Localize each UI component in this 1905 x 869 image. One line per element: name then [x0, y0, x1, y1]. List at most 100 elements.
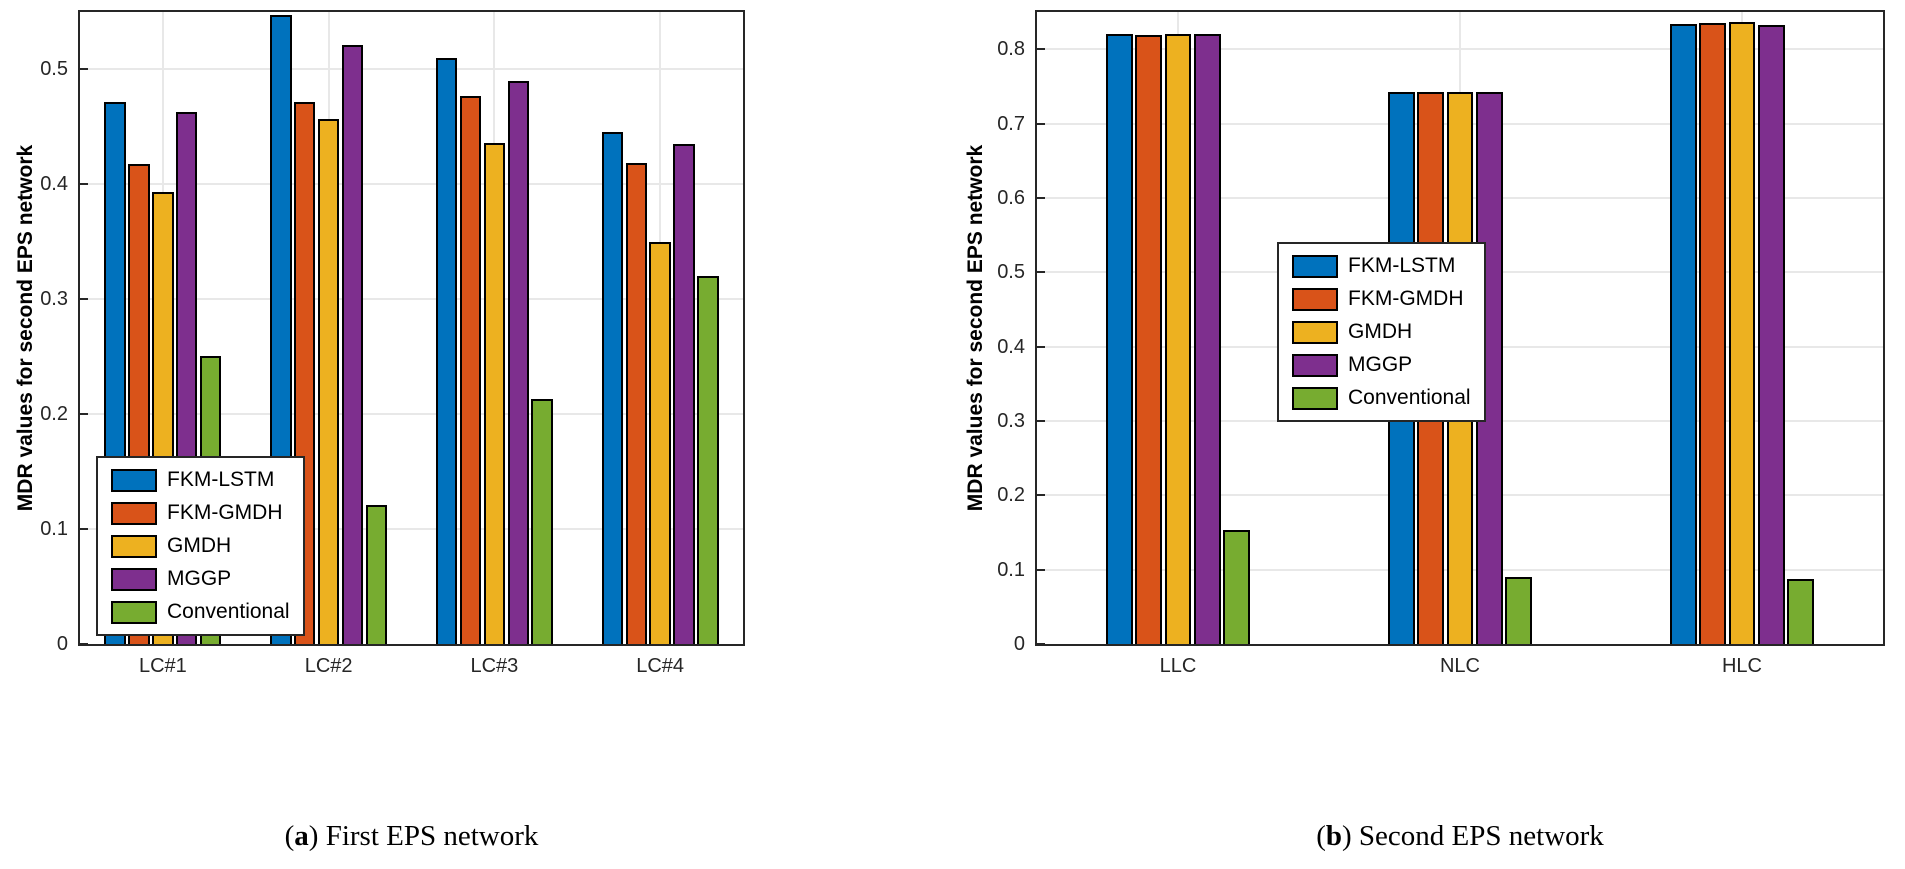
y-tick-label: 0 — [56, 633, 68, 655]
gridline-horizontal — [80, 183, 743, 186]
y-tick-mark — [80, 528, 88, 531]
legend-label: FKM-LSTM — [167, 468, 275, 491]
bar-fkm-lstm — [601, 131, 624, 644]
y-tick-mark — [80, 68, 88, 71]
chart-area-b: MDR values for second EPS network FKM-LS… — [950, 0, 1905, 690]
legend-item: GMDH — [1292, 320, 1471, 344]
y-tick-mark — [80, 183, 88, 186]
chart-area-a: MDR values for second EPS network FKM-LS… — [0, 0, 950, 690]
legend-item: FKM-LSTM — [1292, 254, 1471, 278]
bar-fkm-gmdh — [625, 162, 647, 644]
y-tick-mark — [1037, 271, 1045, 274]
bar-conventional — [531, 399, 553, 644]
y-tick-mark — [1037, 568, 1045, 571]
y-tick-mark — [1037, 643, 1045, 645]
y-tick-label: 0.5 — [997, 261, 1025, 284]
legend-item: MGGP — [111, 567, 290, 591]
y-tick-label: 0.2 — [997, 484, 1025, 507]
bar-conventional — [365, 504, 388, 644]
legend-label: MGGP — [167, 567, 232, 590]
caption-paren-open: ( — [1316, 820, 1326, 852]
plot-area: FKM-LSTM FKM-GMDH GMDH MGGP Conventional — [78, 10, 745, 646]
legend-label: FKM-LSTM — [1348, 254, 1456, 277]
x-tick-label: LC#2 — [304, 655, 353, 677]
bar-fkm-gmdh — [1699, 23, 1726, 644]
bar-mggp — [1758, 25, 1785, 644]
y-tick-mark — [80, 413, 88, 416]
bar-fkm-gmdh — [459, 95, 482, 644]
bar-fkm-lstm — [435, 57, 458, 644]
legend-label: FKM-GMDH — [1348, 287, 1464, 310]
y-tick-mark — [1037, 345, 1045, 348]
y-tick-label: 0.7 — [997, 112, 1025, 135]
chart-b-second-eps-network: MDR values for second EPS network FKM-LS… — [950, 0, 1905, 853]
legend-swatch — [111, 501, 157, 525]
y-tick-label: 0.6 — [997, 186, 1025, 209]
bar-conventional — [1787, 578, 1814, 644]
bar-fkm-lstm — [1670, 23, 1697, 644]
y-tick-mark — [80, 298, 88, 301]
y-tick-mark — [1037, 122, 1045, 125]
legend: FKM-LSTM FKM-GMDH GMDH MGGP Conventional — [1277, 242, 1486, 422]
plot-area: FKM-LSTM FKM-GMDH GMDH MGGP Conventional — [1035, 10, 1885, 646]
bar-mggp — [507, 80, 529, 644]
y-tick-mark — [1037, 419, 1045, 422]
y-tick-mark — [1037, 48, 1045, 51]
legend-label: Conventional — [1348, 386, 1471, 409]
bar-conventional — [697, 276, 719, 644]
bar-gmdh — [317, 118, 340, 644]
y-tick-mark — [1037, 196, 1045, 199]
legend-item: MGGP — [1292, 353, 1471, 377]
bar-conventional — [1505, 577, 1532, 644]
bar-conventional — [1223, 530, 1250, 644]
legend-item: FKM-GMDH — [111, 501, 290, 525]
legend-swatch — [111, 468, 157, 492]
legend-label: FKM-GMDH — [167, 501, 283, 524]
y-tick-label: 0.5 — [40, 58, 68, 81]
gridline-horizontal — [80, 298, 743, 301]
legend-swatch — [1292, 386, 1338, 410]
gridline-horizontal — [80, 68, 743, 71]
bar-mggp — [1194, 34, 1221, 644]
legend-item: FKM-GMDH — [1292, 287, 1471, 311]
bar-mggp — [341, 45, 364, 644]
caption-paren-open: ( — [284, 820, 295, 852]
y-tick-label: 0.1 — [40, 518, 68, 541]
y-tick-label: 0.3 — [40, 288, 68, 311]
legend: FKM-LSTM FKM-GMDH GMDH MGGP Conventional — [96, 456, 305, 636]
bar-gmdh — [649, 241, 671, 644]
y-axis-label: MDR values for second EPS network — [14, 144, 37, 512]
legend-item: FKM-LSTM — [111, 468, 290, 492]
x-tick-label: LC#4 — [636, 655, 685, 677]
legend-item: GMDH — [111, 534, 290, 558]
x-tick-label: HLC — [1721, 655, 1763, 677]
caption-letter: b — [1325, 820, 1342, 852]
bar-fkm-gmdh — [1135, 35, 1162, 644]
x-tick-label: LC#1 — [138, 655, 187, 677]
legend-swatch — [1292, 287, 1338, 311]
x-tick-label: NLC — [1439, 655, 1481, 677]
chart-a-first-eps-network: MDR values for second EPS network FKM-LS… — [0, 0, 950, 853]
caption-paren-close: ) — [308, 820, 319, 852]
chart-caption: (a) First EPS network — [78, 820, 745, 853]
chart-caption: (b) Second EPS network — [1035, 820, 1885, 853]
legend-label: MGGP — [1348, 353, 1413, 376]
legend-swatch — [1292, 254, 1338, 278]
legend-item: Conventional — [1292, 386, 1471, 410]
legend-label: GMDH — [1348, 320, 1413, 343]
x-tick-label: LC#3 — [470, 655, 519, 677]
y-tick-label: 0.2 — [40, 403, 68, 426]
legend-item: Conventional — [111, 600, 290, 624]
legend-swatch — [111, 567, 157, 591]
legend-swatch — [1292, 320, 1338, 344]
y-tick-mark — [80, 643, 88, 645]
x-tick-label: LLC — [1159, 655, 1197, 677]
caption-text: First EPS network — [325, 820, 539, 852]
y-tick-label: 0.4 — [40, 173, 68, 196]
bar-gmdh — [1728, 21, 1756, 644]
y-tick-label: 0.1 — [997, 558, 1025, 581]
legend-label: GMDH — [167, 534, 232, 557]
legend-swatch — [111, 534, 157, 558]
caption-letter: a — [294, 820, 309, 852]
